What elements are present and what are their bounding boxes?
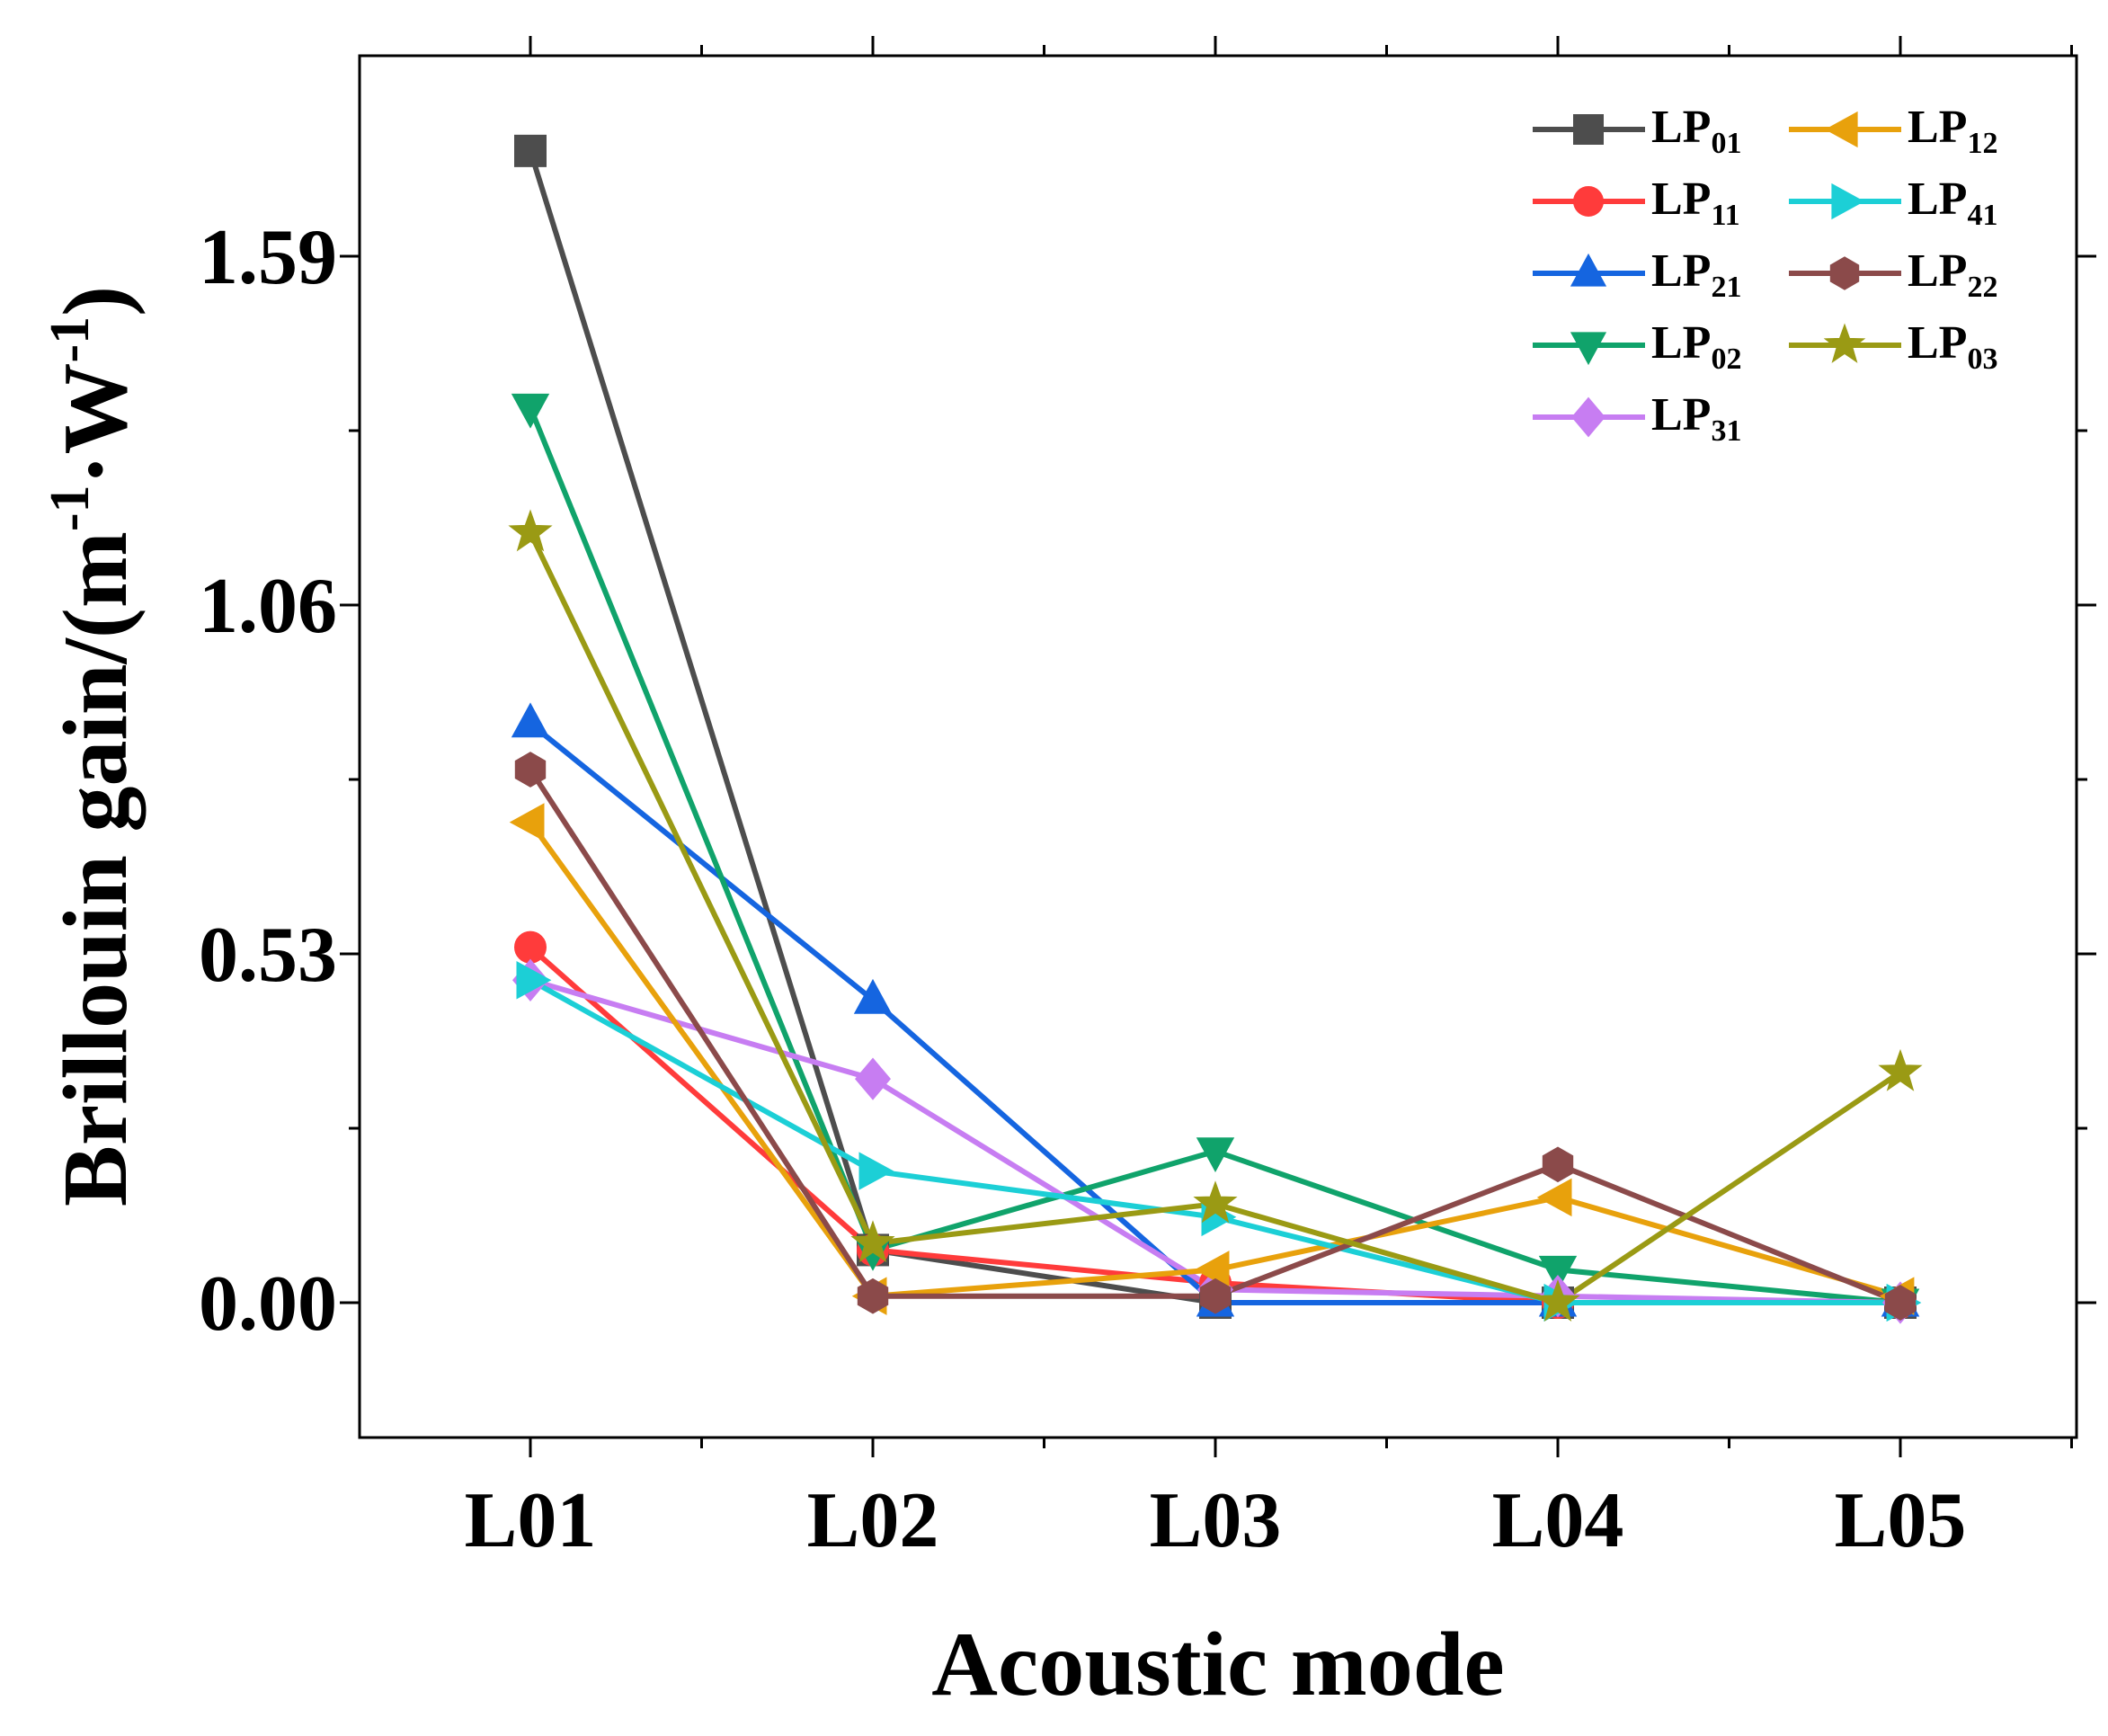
legend-label-lp31: LP31	[1651, 389, 1741, 448]
legend-label-base: LP	[1651, 245, 1711, 297]
legend-swatch-marker-lp21	[1570, 253, 1607, 287]
plot-frame	[358, 54, 2078, 1439]
legend-label-lp02: LP02	[1651, 317, 1741, 376]
legend-label-sub: 31	[1711, 414, 1741, 448]
point-lp03-l04	[1535, 1279, 1580, 1322]
legend-label-base: LP	[1651, 389, 1711, 441]
x-tick-label-l01: L01	[465, 1477, 597, 1564]
y-tick-label-3: 1.59	[199, 214, 337, 301]
y-axis-title-sup1: -1	[40, 485, 101, 532]
legend-label-lp21: LP21	[1651, 245, 1741, 304]
legend-item-lp12: LP12	[1789, 102, 1997, 160]
legend-swatch-marker-lp11	[1573, 186, 1604, 217]
point-lp03-l05	[1878, 1048, 1923, 1091]
legend-item-lp41: LP41	[1789, 174, 1997, 232]
point-lp03-l02	[850, 1220, 895, 1263]
point-lp22-l03	[1199, 1278, 1232, 1314]
y-tick-labels: 0.00 0.53 1.06 1.59	[199, 214, 337, 1348]
legend-label-lp01: LP01	[1651, 102, 1741, 160]
x-axis-title: Acoustic mode	[931, 1614, 1504, 1715]
legend-label-base: LP	[1908, 317, 1967, 369]
point-lp31-l02	[854, 1057, 892, 1100]
legend-label-lp03: LP03	[1908, 317, 1997, 376]
legend-label-base: LP	[1908, 102, 1967, 153]
legend-item-lp22: LP22	[1789, 245, 1997, 304]
legend-item-lp02: LP02	[1533, 317, 1741, 376]
point-lp22-l04	[1542, 1146, 1574, 1183]
legend-label-sub: 03	[1967, 343, 1997, 376]
legend-swatch-marker-lp03	[1823, 323, 1866, 363]
legend-label-sub: 02	[1711, 343, 1741, 376]
legend-label-base: LP	[1908, 174, 1967, 225]
legend-label-sub: 21	[1711, 271, 1741, 304]
legend-label-base: LP	[1908, 245, 1967, 297]
point-lp02-l03	[1196, 1137, 1235, 1172]
point-lp41-l01	[516, 961, 552, 1000]
y-axis-title-close: )	[45, 286, 147, 316]
series-line-lp11	[529, 945, 1900, 1305]
legend-label-sub: 22	[1967, 271, 1997, 304]
x-tick-labels: L01 L02 L03 L04 L05	[465, 1477, 1967, 1564]
legend-swatch-marker-lp01	[1573, 114, 1604, 145]
legend-item-lp11: LP11	[1533, 174, 1740, 232]
x-tick-label-l04: L04	[1492, 1477, 1624, 1564]
point-lp03-l01	[508, 509, 553, 552]
legend-item-lp01: LP01	[1533, 102, 1741, 160]
series-markers	[508, 134, 1923, 1324]
y-axis-title: Brillouin gain/(m-1·W-1)	[40, 286, 147, 1206]
x-tick-label-l03: L03	[1150, 1477, 1282, 1564]
point-lp41-l02	[858, 1152, 894, 1190]
x-tick-label-l05: L05	[1835, 1477, 1967, 1564]
point-lp12-l03	[1194, 1251, 1230, 1289]
legend-item-lp31: LP31	[1533, 389, 1741, 448]
point-lp21-l01	[511, 702, 550, 738]
y-tick-label-2: 1.06	[199, 563, 337, 650]
legend-label-base: LP	[1651, 102, 1711, 153]
legend-label-lp41: LP41	[1908, 174, 1997, 232]
y-axis-title-base: Brillouin gain/(m	[45, 531, 147, 1206]
y-tick-label-1: 0.53	[199, 912, 337, 999]
legend-label-lp12: LP12	[1908, 102, 1997, 160]
point-lp12-l01	[509, 803, 545, 841]
point-lp11-l01	[514, 930, 547, 964]
legend-item-lp03: LP03	[1789, 317, 1997, 376]
point-lp22-l02	[857, 1278, 889, 1314]
point-lp22-l01	[514, 752, 547, 788]
legend-swatch-marker-lp22	[1829, 256, 1860, 290]
point-lp21-l02	[853, 978, 893, 1014]
legend-swatch-marker-lp41	[1831, 183, 1865, 220]
legend-swatch-marker-lp12	[1824, 111, 1858, 148]
point-lp02-l01	[511, 393, 550, 429]
legend-label-base: LP	[1651, 174, 1711, 225]
legend-item-lp21: LP21	[1533, 245, 1741, 304]
legend-label-sub: 11	[1711, 199, 1739, 232]
legend-label-base: LP	[1651, 317, 1711, 369]
y-tick-label-0: 0.00	[199, 1260, 337, 1348]
legend-label-sub: 01	[1711, 127, 1741, 160]
point-lp01-l01	[514, 134, 547, 167]
legend-label-sub: 41	[1967, 199, 1997, 232]
y-axis-title-sup2: -1	[40, 316, 101, 363]
legend-label-lp22: LP22	[1908, 245, 1997, 304]
point-lp02-l04	[1538, 1255, 1578, 1291]
legend-label-lp11: LP11	[1651, 174, 1740, 232]
point-lp03-l03	[1193, 1180, 1238, 1224]
x-tick-label-l02: L02	[807, 1477, 939, 1564]
point-lp12-l04	[1536, 1178, 1572, 1217]
axis-ticks	[340, 36, 2096, 1457]
legend-label-sub: 12	[1967, 127, 1997, 160]
y-axis-title-mid: ·W	[45, 362, 147, 485]
point-lp22-l05	[1884, 1285, 1917, 1321]
legend-swatch-marker-lp02	[1570, 332, 1607, 366]
legend-swatch-marker-lp31	[1571, 396, 1605, 438]
